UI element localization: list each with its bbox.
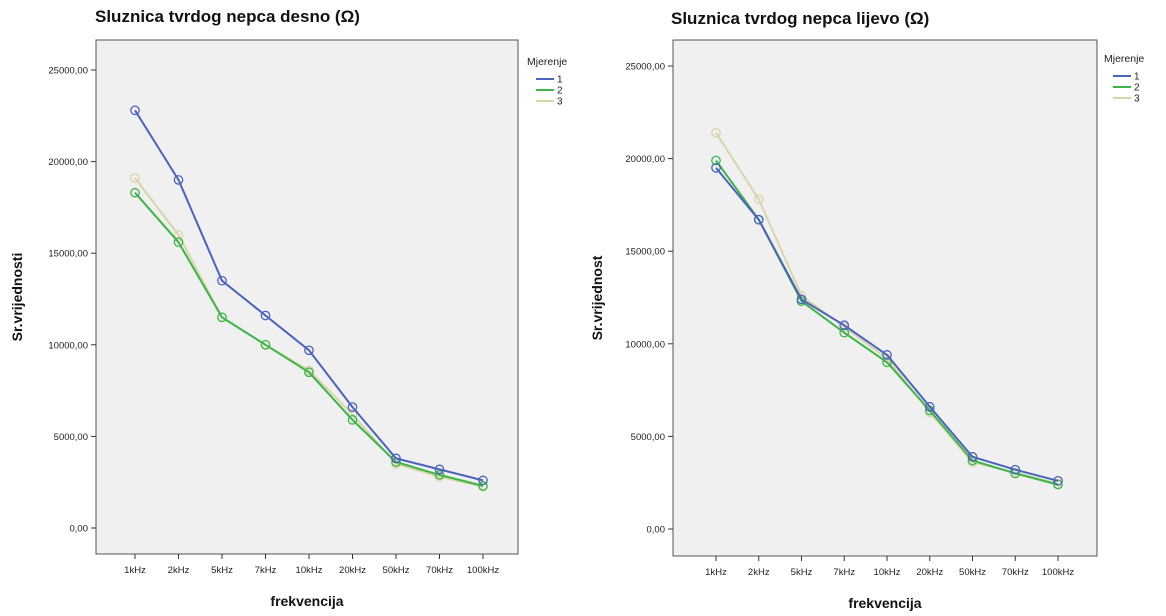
- x-tick-label: 70kHz: [426, 565, 453, 576]
- x-tick-label: 10kHz: [874, 567, 901, 578]
- chart-title: Sluznica tvrdog nepca lijevo (Ω): [671, 9, 929, 28]
- legend-label: 2: [557, 86, 563, 97]
- y-tick-label: 15000,00: [48, 249, 88, 260]
- series-line: [134, 177, 484, 488]
- data-point: [882, 357, 892, 368]
- plot-area: [95, 39, 519, 555]
- x-tick-label: 50kHz: [383, 565, 410, 576]
- series-line: [134, 192, 484, 487]
- legend-label: 2: [1134, 83, 1140, 94]
- x-axis-label: frekvencija: [848, 595, 921, 611]
- y-tick-label: 20000,00: [625, 154, 665, 165]
- y-tick-label: 10000,00: [625, 339, 665, 350]
- x-tick-label: 1kHz: [124, 565, 146, 576]
- data-point: [796, 294, 807, 305]
- y-axis-label: Sr.vrijednost: [589, 255, 605, 340]
- data-point: [711, 155, 721, 166]
- y-tick-label: 0,00: [70, 524, 89, 535]
- y-tick-label: 10000,00: [48, 340, 88, 351]
- data-point: [173, 237, 184, 248]
- legend: Mjerenje 123: [527, 56, 567, 108]
- x-tick-label: 5kHz: [791, 567, 813, 578]
- legend-title: Mjerenje: [1104, 53, 1144, 65]
- data-point: [217, 275, 227, 286]
- data-point: [347, 415, 358, 425]
- data-point: [478, 475, 488, 486]
- x-tick-label: 100kHz: [467, 565, 499, 576]
- x-tick-label: 10kHz: [296, 565, 323, 576]
- data-point: [711, 127, 721, 138]
- data-point: [434, 470, 445, 480]
- series-1: [130, 105, 488, 486]
- x-tick-label: 5kHz: [211, 565, 233, 576]
- data-point: [967, 451, 978, 462]
- data-point: [882, 350, 892, 360]
- y-tick-label: 25000,00: [625, 62, 665, 73]
- data-point: [1010, 464, 1021, 475]
- data-point: [711, 163, 721, 173]
- x-tick-label: 2kHz: [168, 565, 190, 576]
- data-point: [391, 453, 401, 464]
- legend-title: Mjerenje: [527, 56, 567, 68]
- data-point: [260, 310, 271, 321]
- plot-area: [672, 39, 1098, 557]
- x-tick-label: 7kHz: [833, 567, 855, 578]
- data-point: [130, 187, 140, 198]
- x-tick-label: 20kHz: [916, 567, 943, 578]
- data-point: [839, 320, 850, 331]
- x-tick-label: 100kHz: [1042, 567, 1074, 578]
- x-tick-label: 20kHz: [339, 565, 366, 576]
- legend: Mjerenje 123: [1104, 53, 1144, 105]
- y-tick-label: 0,00: [647, 525, 666, 536]
- data-point: [1053, 475, 1063, 486]
- y-axis-label: Sr.vrijednosti: [9, 253, 25, 342]
- y-tick-label: 15000,00: [625, 247, 665, 258]
- data-point: [478, 481, 488, 491]
- y-tick-label: 20000,00: [48, 157, 88, 168]
- data-point: [217, 312, 227, 323]
- y-tick-label: 5000,00: [54, 432, 88, 443]
- data-point: [753, 194, 764, 205]
- legend-label: 3: [1134, 94, 1140, 105]
- x-axis-label: frekvencija: [270, 593, 343, 609]
- y-tick-label: 25000,00: [48, 66, 88, 77]
- series-1: [711, 163, 1063, 486]
- chart-panel-2: Sluznica tvrdog nepca lijevo (Ω) 0,00 5000…: [589, 9, 1144, 611]
- series-line: [715, 167, 1059, 482]
- data-point: [173, 230, 184, 240]
- data-point: [924, 401, 935, 412]
- chart-title: Sluznica tvrdog nepca desno (Ω): [95, 7, 360, 26]
- data-point: [347, 402, 358, 412]
- data-point: [304, 345, 314, 356]
- legend-label: 3: [557, 97, 563, 108]
- data-point: [839, 327, 850, 338]
- data-point: [260, 339, 271, 350]
- data-point: [304, 367, 314, 378]
- legend-label: 1: [1134, 72, 1140, 83]
- legend-label: 1: [557, 75, 563, 86]
- x-tick-label: 50kHz: [959, 567, 986, 578]
- x-tick-label: 70kHz: [1002, 567, 1029, 578]
- x-tick-label: 7kHz: [255, 565, 277, 576]
- x-tick-label: 1kHz: [705, 567, 727, 578]
- data-point: [434, 464, 445, 475]
- x-tick-label: 2kHz: [748, 567, 770, 578]
- series-line: [134, 109, 484, 482]
- chart-panel-1: Sluznica tvrdog nepca desno (Ω) 0,00 5000,…: [9, 7, 567, 609]
- data-point: [130, 105, 140, 116]
- y-tick-label: 5000,00: [631, 432, 665, 443]
- data-point: [173, 175, 184, 185]
- data-point: [753, 214, 764, 225]
- data-point: [130, 173, 140, 183]
